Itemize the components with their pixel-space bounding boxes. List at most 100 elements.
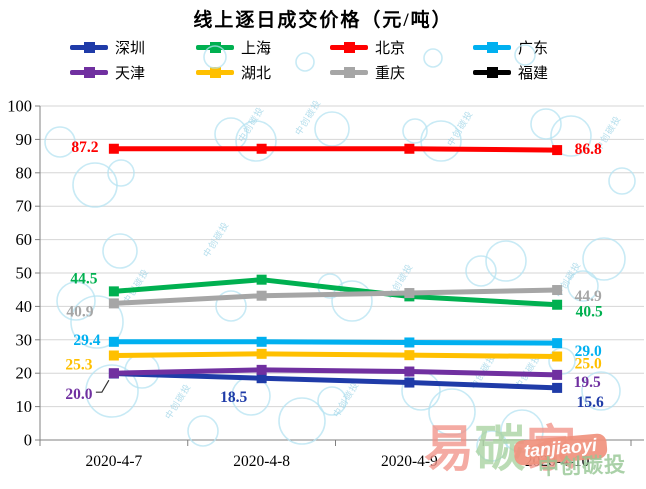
legend-square-marker-icon xyxy=(344,66,355,78)
watermark-bubble-text: 中创碳投 xyxy=(292,97,323,137)
legend-line-marker-icon xyxy=(473,66,511,78)
watermark-bubble xyxy=(187,415,219,447)
series-marker-beijing xyxy=(552,145,563,156)
legend-item-beijing: 北京 xyxy=(330,39,406,57)
x-tick-label: 2020-4-9 xyxy=(381,453,438,470)
legend-square-marker-icon xyxy=(84,66,95,78)
label-leader-line xyxy=(95,379,110,393)
watermark-bubble xyxy=(235,120,277,162)
series-marker-hubei xyxy=(108,350,119,361)
series-line-tianjin xyxy=(113,367,558,378)
series-marker-shenzhen xyxy=(256,373,267,384)
series-marker-shenzhen xyxy=(552,382,563,393)
watermark-bubble xyxy=(295,52,315,72)
series-marker-guangdong xyxy=(108,336,119,347)
y-tick-label: 10 xyxy=(16,397,33,416)
legend-label: 天津 xyxy=(115,65,146,82)
series-line-shanghai xyxy=(113,277,558,308)
legend-item-shenzhen: 深圳 xyxy=(70,39,145,57)
series-marker-beijing xyxy=(404,143,415,154)
series-marker-chongqing xyxy=(552,285,563,296)
watermark-bubble-text: 中创碳投 xyxy=(444,108,475,148)
watermark-bubble xyxy=(567,270,599,302)
data-label-shenzhen: 15.6 xyxy=(577,394,604,411)
y-tick-label: 30 xyxy=(16,330,33,349)
series-marker-tianjin xyxy=(256,364,267,375)
series-marker-shanghai xyxy=(256,274,267,285)
y-tick-label: 40 xyxy=(16,297,33,316)
watermark-bubble xyxy=(215,290,247,322)
watermark-bubble xyxy=(608,167,636,195)
legend-square-marker-icon xyxy=(84,41,95,53)
legend-label: 重庆 xyxy=(375,65,406,82)
watermark-bubble-text: 中创碳投 xyxy=(235,104,266,144)
series-marker-beijing xyxy=(108,143,119,154)
y-tick-label: 100 xyxy=(7,97,32,116)
y-tick-label: 50 xyxy=(16,264,33,283)
series-marker-tianjin xyxy=(552,369,563,380)
x-tick-label: 2020-4-7 xyxy=(85,453,142,470)
data-label-beijing: 87.2 xyxy=(71,139,98,156)
watermark-bubble xyxy=(314,111,350,147)
legend-item-chongqing: 重庆 xyxy=(330,64,406,82)
y-tick-label: 20 xyxy=(16,364,33,383)
series-marker-shanghai xyxy=(552,299,563,310)
watermark-bubble xyxy=(107,159,135,187)
watermark-bubble xyxy=(331,280,373,322)
series-marker-hubei xyxy=(404,350,415,361)
legend-square-marker-icon xyxy=(210,41,221,53)
watermark-bubble xyxy=(402,118,428,144)
watermark-bubble xyxy=(485,240,527,282)
series-marker-guangdong xyxy=(552,338,563,349)
data-label-shanghai: 44.5 xyxy=(70,270,97,287)
series-line-guangdong xyxy=(113,339,558,346)
y-tick-label: 70 xyxy=(16,197,33,216)
data-label-shanghai: 40.5 xyxy=(576,304,603,321)
data-label-chongqing: 44.9 xyxy=(575,288,602,305)
legend-item-shanghai: 上海 xyxy=(196,39,272,57)
data-label-guangdong: 29.4 xyxy=(73,332,100,349)
watermark-bubble xyxy=(428,388,476,436)
series-marker-shenzhen xyxy=(404,377,415,388)
x-tick-label: 2020-4-8 xyxy=(233,453,290,470)
series-marker-chongqing xyxy=(404,288,415,299)
watermark-bubble xyxy=(530,108,562,140)
series-line-beijing xyxy=(113,146,558,153)
y-tick-label: 60 xyxy=(16,230,33,249)
data-label-hubei: 25.0 xyxy=(575,356,602,373)
watermark-stamp: 中创碳投 xyxy=(537,452,627,480)
watermark-bubble xyxy=(317,386,347,416)
chart-legend: 深圳 上海 北京 广东 天津 湖北 重庆 福建 xyxy=(0,0,646,95)
watermark-bubble xyxy=(203,45,227,69)
series-marker-chongqing xyxy=(108,298,119,309)
data-label-tianjin: 20.0 xyxy=(65,386,92,403)
watermark-bubble xyxy=(70,295,124,349)
legend-label: 北京 xyxy=(375,40,406,57)
chart-title: 线上逐日成交价格（元/吨） xyxy=(193,10,453,31)
series-marker-chongqing xyxy=(256,290,267,301)
watermark-bubble xyxy=(102,233,138,269)
series-marker-hubei xyxy=(256,348,267,359)
legend-square-marker-icon xyxy=(210,66,221,78)
watermark-bubble xyxy=(423,48,443,68)
legend-item-fujian: 福建 xyxy=(473,64,548,82)
legend-square-marker-icon xyxy=(487,41,498,53)
data-label-guangdong: 29.0 xyxy=(575,343,602,360)
watermark-bubble xyxy=(56,281,96,321)
series-line-hubei xyxy=(113,351,558,359)
y-tick-label: 90 xyxy=(16,130,33,149)
legend-line-marker-icon xyxy=(196,41,234,53)
legend-square-marker-icon xyxy=(344,41,355,53)
legend-label: 上海 xyxy=(241,40,272,57)
data-label-beijing: 86.8 xyxy=(575,141,602,158)
legend-item-hubei: 湖北 xyxy=(196,64,271,82)
watermark-bubble-text: 中创碳投 xyxy=(162,381,193,421)
y-tick-label: 80 xyxy=(16,163,33,182)
legend-line-marker-icon xyxy=(330,41,368,53)
watermark-bubble xyxy=(85,364,139,418)
legend-line-marker-icon xyxy=(70,41,108,53)
series-marker-beijing xyxy=(256,143,267,154)
series-marker-guangdong xyxy=(256,336,267,347)
